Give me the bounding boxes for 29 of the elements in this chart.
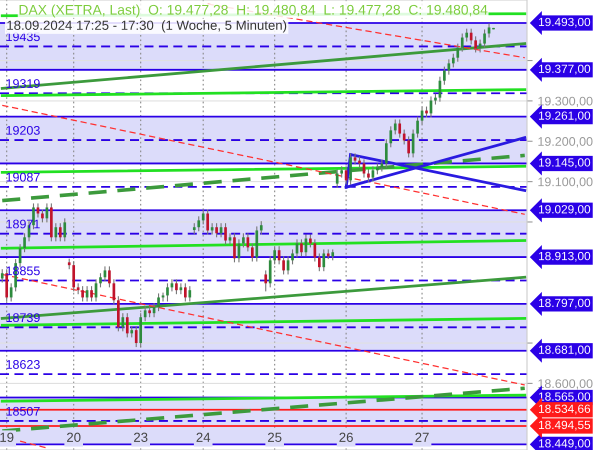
y-tick-label: 18.600,00 [538, 379, 593, 390]
ref-line-label: 18.681,00 [539, 346, 590, 356]
ref-line-label: 19.029,00 [539, 205, 590, 215]
y-tick-label: 19.200,00 [538, 137, 593, 148]
ref-line-label: 19.261,00 [539, 111, 590, 122]
x-tick-label: 27 [415, 432, 429, 442]
text: 18.09.2024 17:25 - 17:30 (1 Woche, 5 Minuten) [7, 20, 286, 33]
x-tick-label: 26 [339, 432, 353, 442]
ref-line-label: 19.377,00 [539, 64, 590, 74]
x-tick-label: 23 [134, 432, 148, 442]
ref-line-label: 18.565,00 [539, 392, 590, 402]
x-tick-label: 20 [67, 432, 81, 442]
y-tick-label: 19.300,00 [538, 96, 593, 108]
ref-line-label: 18.534,66 [539, 404, 590, 414]
x-tick-label: 25 [268, 432, 282, 442]
ref-line-label: 18.913,00 [539, 252, 590, 262]
chart-title: DAX (XETRA, Last) O: 19.477,28 H: 19.480,84 L: 19.477,28 C: 19.480,84 [20, 4, 488, 18]
x-tick-label: 19 [0, 432, 14, 442]
ref-line-label: 18623 [6, 360, 40, 369]
y-tick-label: 19.100,00 [538, 177, 593, 188]
ref-line-label: 19435 [6, 32, 40, 42]
ref-line-label: 18.449,00 [539, 439, 590, 449]
ref-line-label: 19087 [6, 172, 40, 182]
ref-line-label: 19.145,00 [539, 158, 590, 168]
ref-line-label: 18.494,55 [539, 420, 590, 431]
ref-line-label: 18.797,00 [539, 298, 590, 308]
x-tick-label: 24 [196, 432, 210, 442]
ref-line-label: 19203 [6, 126, 40, 135]
ref-line-label: 19.493,00 [539, 18, 590, 28]
